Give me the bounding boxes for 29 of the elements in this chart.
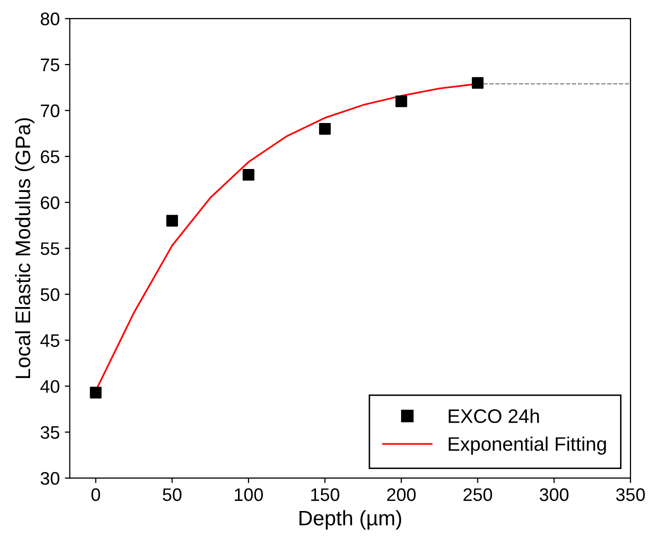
y-axis-title: Local Elastic Modulus (GPa): [14, 118, 34, 378]
y-tick-label: 35: [40, 426, 60, 439]
x-tick-label: 50: [162, 488, 182, 502]
point: [472, 77, 484, 89]
y-tick-label: 70: [40, 104, 60, 118]
y-tick-label: 30: [40, 472, 60, 485]
point: [319, 123, 331, 135]
point: [90, 386, 102, 398]
y-tick-label: 40: [40, 380, 60, 393]
y-tick-label: 50: [40, 288, 60, 302]
x-tick-label: 100: [234, 488, 263, 502]
point: [166, 214, 178, 227]
legend-label: EXCO 24h: [448, 408, 539, 424]
x-tick-label: 250: [464, 488, 492, 502]
point: [395, 95, 408, 108]
x-tick-label: 0: [91, 488, 100, 502]
x-tick-label: 200: [387, 488, 416, 502]
x-axis-title: Depth (µm): [300, 510, 402, 530]
y-tick-label: 75: [40, 58, 60, 72]
y-tick-label: 45: [40, 334, 60, 347]
point: [242, 168, 254, 181]
y-tick-label: 80: [40, 12, 60, 26]
legend-label: Exponential Fitting: [448, 436, 606, 455]
y-tick-label: 65: [40, 150, 60, 164]
y-tick-label: 55: [40, 242, 60, 256]
x-tick-label: 150: [311, 488, 340, 502]
y-tick-label: 60: [40, 196, 60, 210]
x-tick-label: 300: [540, 488, 568, 502]
x-tick-label: 350: [616, 488, 645, 502]
